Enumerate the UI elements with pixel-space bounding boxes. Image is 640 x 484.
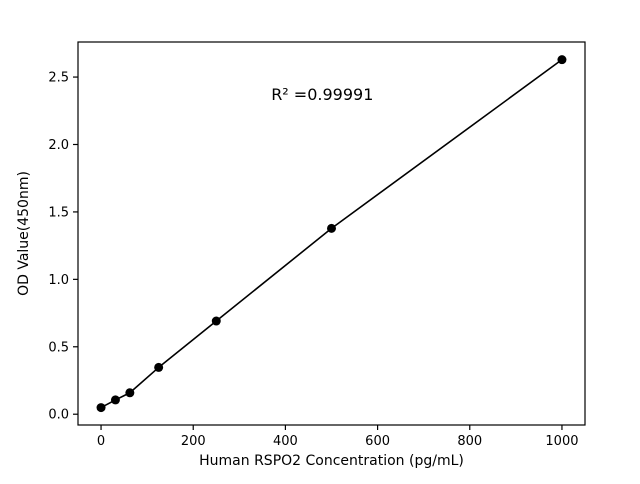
data-point xyxy=(154,362,164,372)
data-point xyxy=(327,223,336,233)
x-tick-label: 600 xyxy=(365,434,390,449)
x-tick-label: 1000 xyxy=(545,434,578,449)
y-tick-label: 2.0 xyxy=(48,138,69,153)
x-axis-label: Human RSPO2 Concentration (pg/mL) xyxy=(199,453,464,469)
axes-box xyxy=(77,41,586,426)
x-tick-label: 400 xyxy=(273,434,298,449)
x-tick-label: 800 xyxy=(457,434,482,449)
x-tick-label: 0 xyxy=(97,434,105,449)
x-tick-label: 200 xyxy=(181,434,206,449)
data-point xyxy=(557,55,567,65)
y-tick-label: 1.5 xyxy=(48,205,69,220)
y-tick-label: 0.5 xyxy=(48,340,69,355)
data-point xyxy=(96,403,106,413)
y-axis-label: OD Value(450nm) xyxy=(16,171,32,296)
data-point xyxy=(211,316,221,326)
data-point xyxy=(125,388,135,398)
y-tick-label: 2.5 xyxy=(48,71,69,86)
y-tick-label: 0.0 xyxy=(48,408,69,423)
r-squared-annotation: R² =0.99991 xyxy=(271,85,373,104)
data-point xyxy=(110,395,120,405)
y-tick-label: 1.0 xyxy=(48,273,69,288)
